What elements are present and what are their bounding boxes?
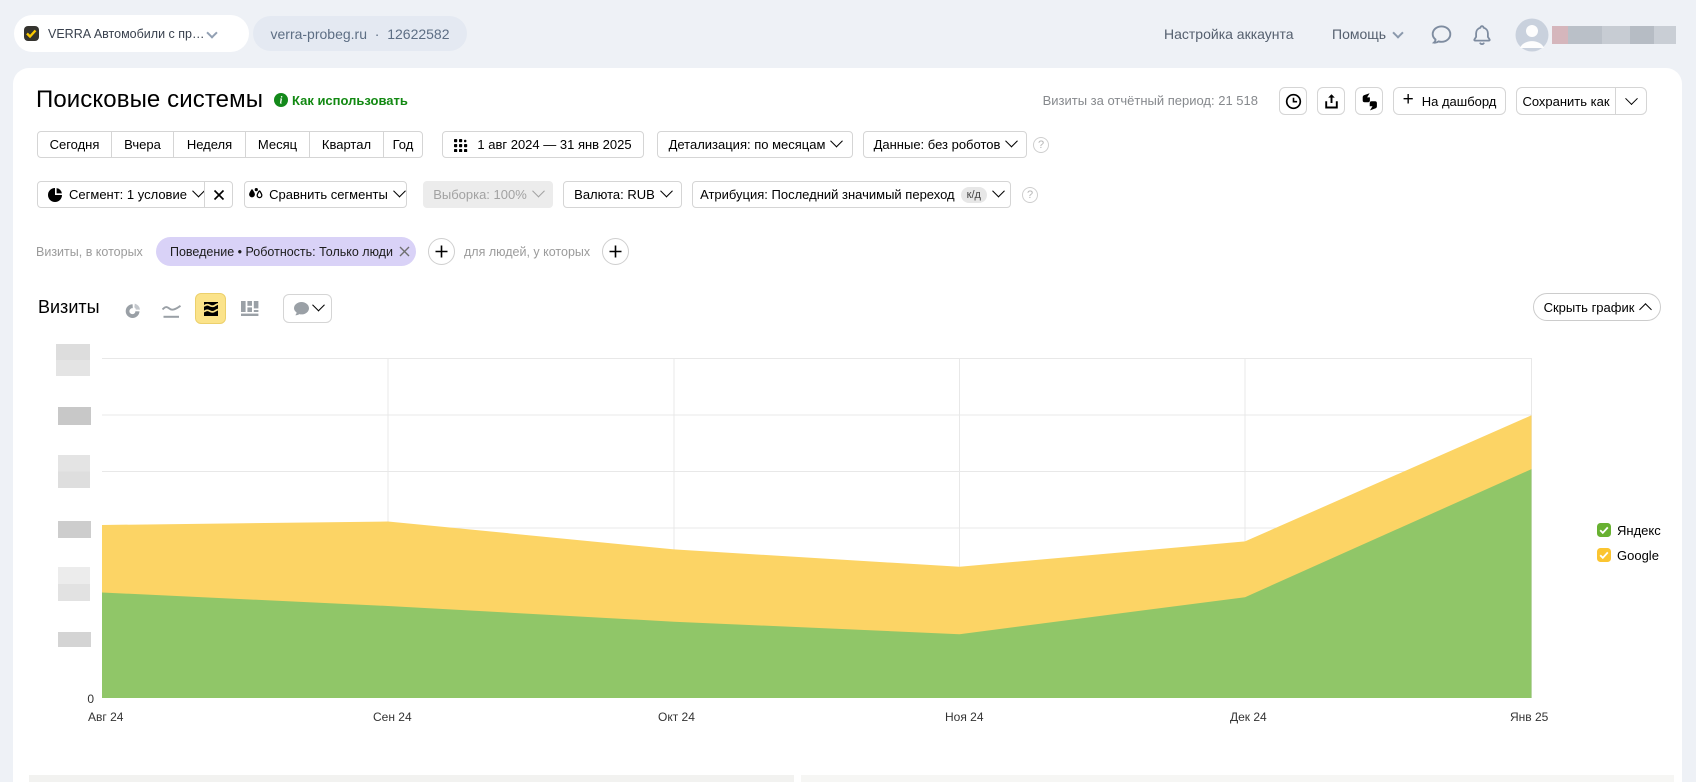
svg-text:i: i bbox=[280, 96, 283, 107]
